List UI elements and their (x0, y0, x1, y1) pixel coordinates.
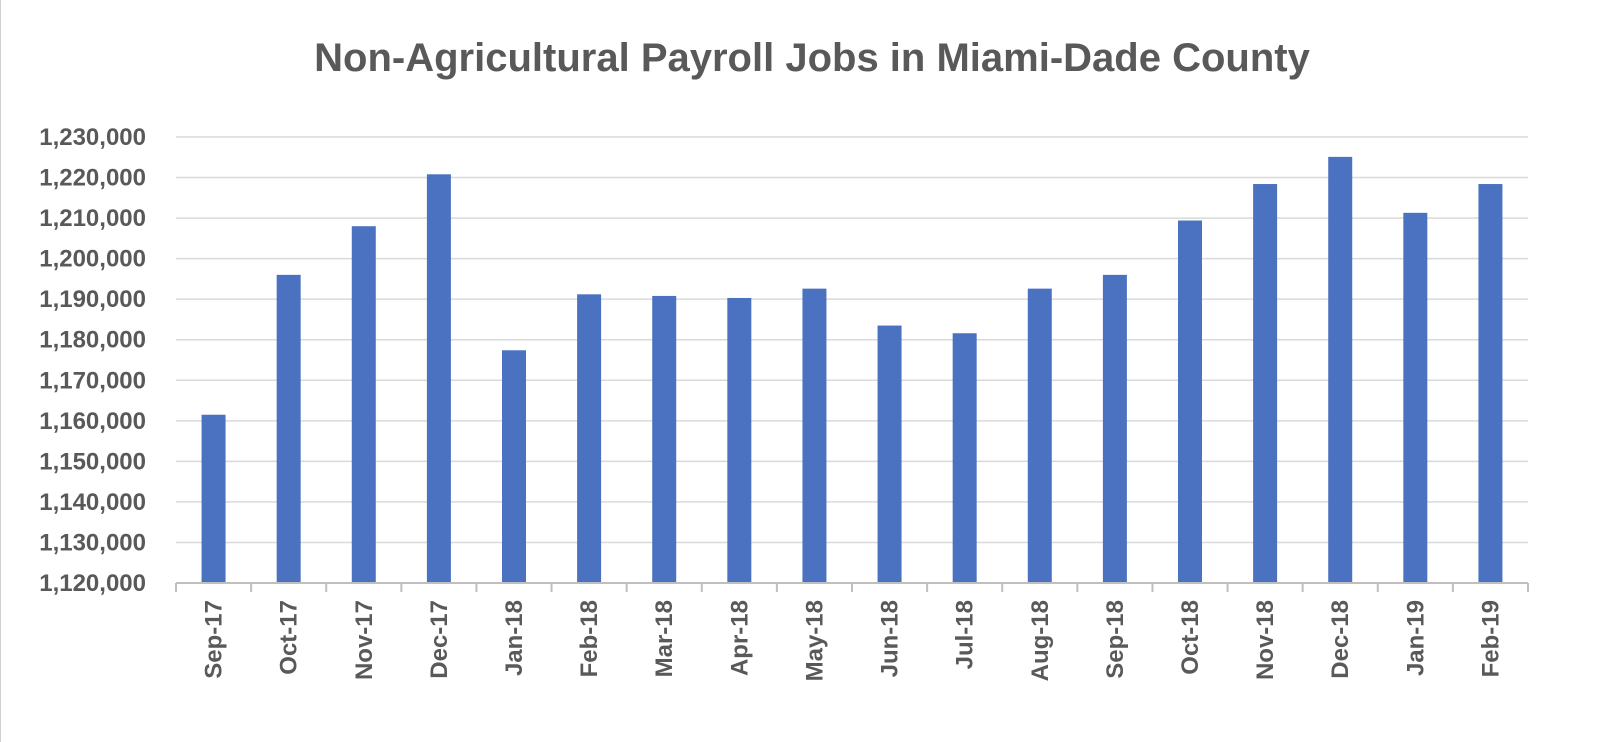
y-tick-label: 1,200,000 (39, 246, 146, 273)
x-tick-label: Nov-17 (351, 600, 378, 680)
bar-sep-17 (201, 414, 226, 583)
x-tick-label: Jun-18 (877, 600, 904, 677)
bar-may-18 (802, 288, 827, 583)
gridlines (176, 136, 1528, 544)
y-tick-label: 1,220,000 (39, 165, 146, 192)
bar-jan-19 (1403, 212, 1428, 583)
x-tick-label: Dec-18 (1327, 600, 1354, 679)
bar-feb-19 (1478, 184, 1503, 584)
bar-feb-18 (577, 294, 602, 583)
y-tick-label: 1,120,000 (39, 570, 146, 597)
bar-aug-18 (1027, 288, 1052, 583)
x-axis (175, 582, 1529, 592)
x-axis-tick-labels: Sep-17 Oct-17 Nov-17 Dec-17 Jan-18 Feb-18 Mar-… (201, 600, 1505, 681)
y-tick-label: 1,140,000 (39, 489, 146, 516)
x-tick-label: Sep-17 (201, 600, 228, 679)
bar-dec-18 (1328, 156, 1353, 583)
y-tick-label: 1,130,000 (39, 529, 146, 556)
x-tick-label: Jul-18 (952, 600, 979, 669)
y-tick-label: 1,170,000 (39, 367, 146, 394)
x-tick-label: Feb-19 (1477, 600, 1504, 677)
x-tick-label: Feb-18 (576, 600, 603, 677)
x-tick-label: Dec-17 (426, 600, 453, 679)
bar-dec-17 (426, 174, 451, 583)
bars (201, 156, 1503, 584)
bar-jul-18 (952, 333, 977, 583)
bar-mar-18 (652, 295, 677, 583)
y-tick-label: 1,160,000 (39, 408, 146, 435)
bar-oct-17 (276, 274, 301, 583)
bar-nov-17 (351, 226, 376, 583)
x-tick-label: Aug-18 (1027, 600, 1054, 681)
x-tick-label: Oct-18 (1177, 600, 1204, 675)
y-tick-label: 1,150,000 (39, 448, 146, 475)
y-tick-label: 1,190,000 (39, 286, 146, 313)
bar-jan-18 (502, 350, 526, 583)
y-tick-label: 1,210,000 (39, 205, 146, 232)
x-tick-label: Nov-18 (1252, 600, 1279, 680)
x-tick-label: Jan-18 (501, 600, 528, 676)
chart-title: Non-Agricultural Payroll Jobs in Miami-D… (314, 36, 1310, 80)
x-tick-label: May-18 (801, 600, 828, 681)
bar-sep-18 (1102, 274, 1127, 583)
x-tick-label: Sep-18 (1102, 600, 1129, 679)
x-tick-label: Oct-17 (276, 600, 303, 675)
y-axis-tick-labels: 1,120,000 1,130,000 1,140,000 1,150,000 1,16… (39, 124, 146, 597)
x-tick-label: Apr-18 (726, 600, 753, 676)
bar-apr-18 (727, 297, 752, 583)
x-tick-label: Jan-19 (1402, 600, 1429, 676)
bar-jun-18 (877, 325, 902, 583)
y-tick-label: 1,180,000 (39, 327, 146, 354)
bar-oct-18 (1178, 220, 1202, 584)
x-tick-label: Mar-18 (651, 600, 678, 677)
bar-nov-18 (1253, 184, 1278, 584)
y-tick-label: 1,230,000 (39, 124, 146, 151)
